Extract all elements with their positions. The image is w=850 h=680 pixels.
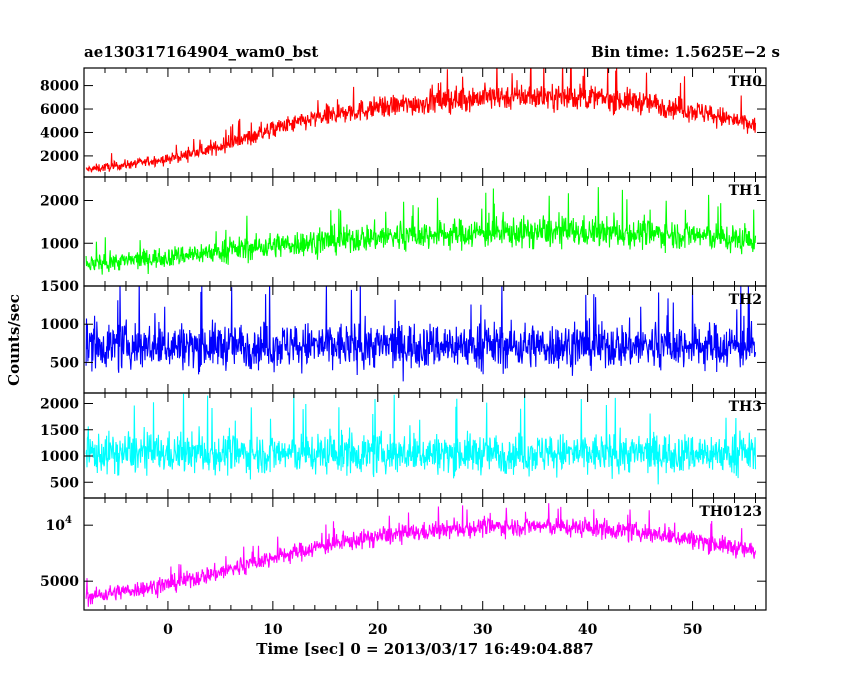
panel-th1: 1000 2000 TH1 bbox=[40, 176, 767, 287]
x-tick-label: 0 bbox=[163, 622, 173, 638]
y-tick-label: 4000 bbox=[40, 125, 79, 141]
y-tick-label: 500 bbox=[50, 475, 79, 491]
series-th0 bbox=[85, 68, 757, 173]
panel-th0123: 5000 104 TH0123 bbox=[40, 497, 767, 611]
x-axis-label: Time [sec] 0 = 2013/03/17 16:49:04.887 bbox=[256, 640, 593, 658]
panel-frame bbox=[83, 392, 767, 499]
series-th1 bbox=[85, 187, 757, 275]
bin-time-label: Bin time: 1.5625E−2 s bbox=[591, 43, 780, 61]
x-tick-label: 40 bbox=[578, 622, 598, 638]
y-tick-label: 8000 bbox=[40, 79, 79, 95]
y-tick-label: 1000 bbox=[40, 236, 79, 252]
x-tick-label: 20 bbox=[368, 622, 388, 638]
y-tick-label: 1000 bbox=[40, 317, 79, 333]
panel-th2: 500 1000 1500 TH2 bbox=[40, 279, 767, 394]
panel-frame bbox=[83, 497, 767, 611]
y-tick-label: 6000 bbox=[40, 102, 79, 118]
chart-title: ae130317164904_wam0_bst bbox=[84, 43, 318, 61]
series-th0123 bbox=[85, 503, 757, 607]
y-tick-label: 5000 bbox=[40, 574, 79, 590]
panel-frame bbox=[83, 67, 767, 178]
y-tick-label: 1500 bbox=[40, 279, 79, 295]
panel-label: TH0 bbox=[729, 74, 763, 90]
series-th3 bbox=[85, 393, 757, 485]
panel-label: TH2 bbox=[729, 292, 762, 308]
y-tick-label: 1000 bbox=[40, 449, 79, 465]
y-tick-label: 104 bbox=[46, 515, 72, 534]
panel-label: TH3 bbox=[729, 399, 762, 415]
panel-label: TH0123 bbox=[699, 504, 762, 520]
x-tick-label: 30 bbox=[473, 622, 493, 638]
y-axis-label: Counts/sec bbox=[5, 294, 23, 386]
panel-th0: 2000 4000 6000 8000 TH0 bbox=[40, 67, 767, 178]
y-tick-exponent: 4 bbox=[65, 515, 72, 526]
y-tick-label: 2000 bbox=[40, 149, 79, 165]
y-tick-label: 500 bbox=[50, 355, 79, 371]
panel-label: TH1 bbox=[729, 183, 762, 199]
panel-th3: 500 1000 1500 2000 TH3 bbox=[40, 392, 767, 499]
series-th2 bbox=[85, 286, 757, 382]
y-tick-label: 2000 bbox=[40, 194, 79, 210]
x-tick-label: 10 bbox=[263, 622, 283, 638]
y-tick-label: 1500 bbox=[40, 423, 79, 439]
x-tick-label: 50 bbox=[683, 622, 703, 638]
y-tick-label: 2000 bbox=[40, 397, 79, 413]
